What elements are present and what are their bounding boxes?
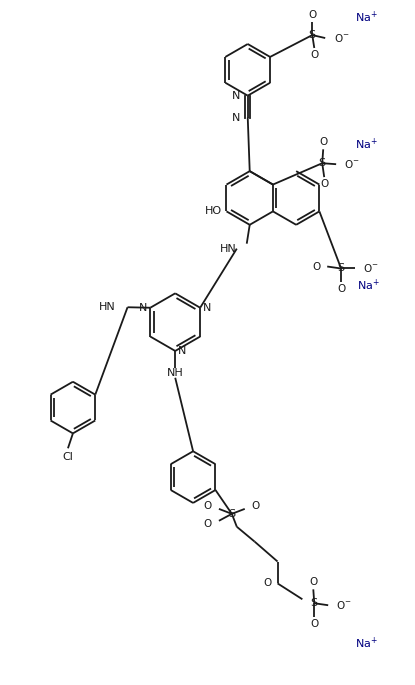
Text: NH: NH <box>167 368 183 378</box>
Text: O: O <box>312 262 320 271</box>
Text: N: N <box>178 346 187 356</box>
Text: O: O <box>309 577 317 587</box>
Text: S: S <box>311 598 318 608</box>
Text: O$^{-}$: O$^{-}$ <box>363 262 378 275</box>
Text: HN: HN <box>99 302 116 312</box>
Text: Cl: Cl <box>63 452 73 462</box>
Text: HN: HN <box>220 244 237 253</box>
Text: N: N <box>139 303 147 313</box>
Text: Na$^{+}$: Na$^{+}$ <box>357 277 380 293</box>
Text: O: O <box>320 179 328 189</box>
Text: O: O <box>264 578 271 588</box>
Text: O: O <box>308 10 316 20</box>
Text: Na$^{+}$: Na$^{+}$ <box>356 635 378 651</box>
Text: O: O <box>310 50 318 60</box>
Text: N: N <box>232 90 240 101</box>
Text: HO: HO <box>205 206 222 216</box>
Text: O$^{-}$: O$^{-}$ <box>334 32 350 44</box>
Text: O: O <box>204 501 212 511</box>
Text: S: S <box>337 264 345 273</box>
Text: O$^{-}$: O$^{-}$ <box>344 158 360 170</box>
Text: N: N <box>232 112 240 123</box>
Text: N: N <box>203 303 212 313</box>
Text: Na$^{+}$: Na$^{+}$ <box>356 137 378 152</box>
Text: O: O <box>337 284 345 295</box>
Text: S: S <box>309 30 316 40</box>
Text: S: S <box>319 158 326 169</box>
Text: O: O <box>310 619 318 629</box>
Text: O: O <box>204 519 212 529</box>
Text: Na$^{+}$: Na$^{+}$ <box>356 10 378 25</box>
Text: O$^{-}$: O$^{-}$ <box>336 599 352 611</box>
Text: O: O <box>252 501 260 511</box>
Text: S: S <box>228 509 235 519</box>
Text: O: O <box>319 138 327 147</box>
